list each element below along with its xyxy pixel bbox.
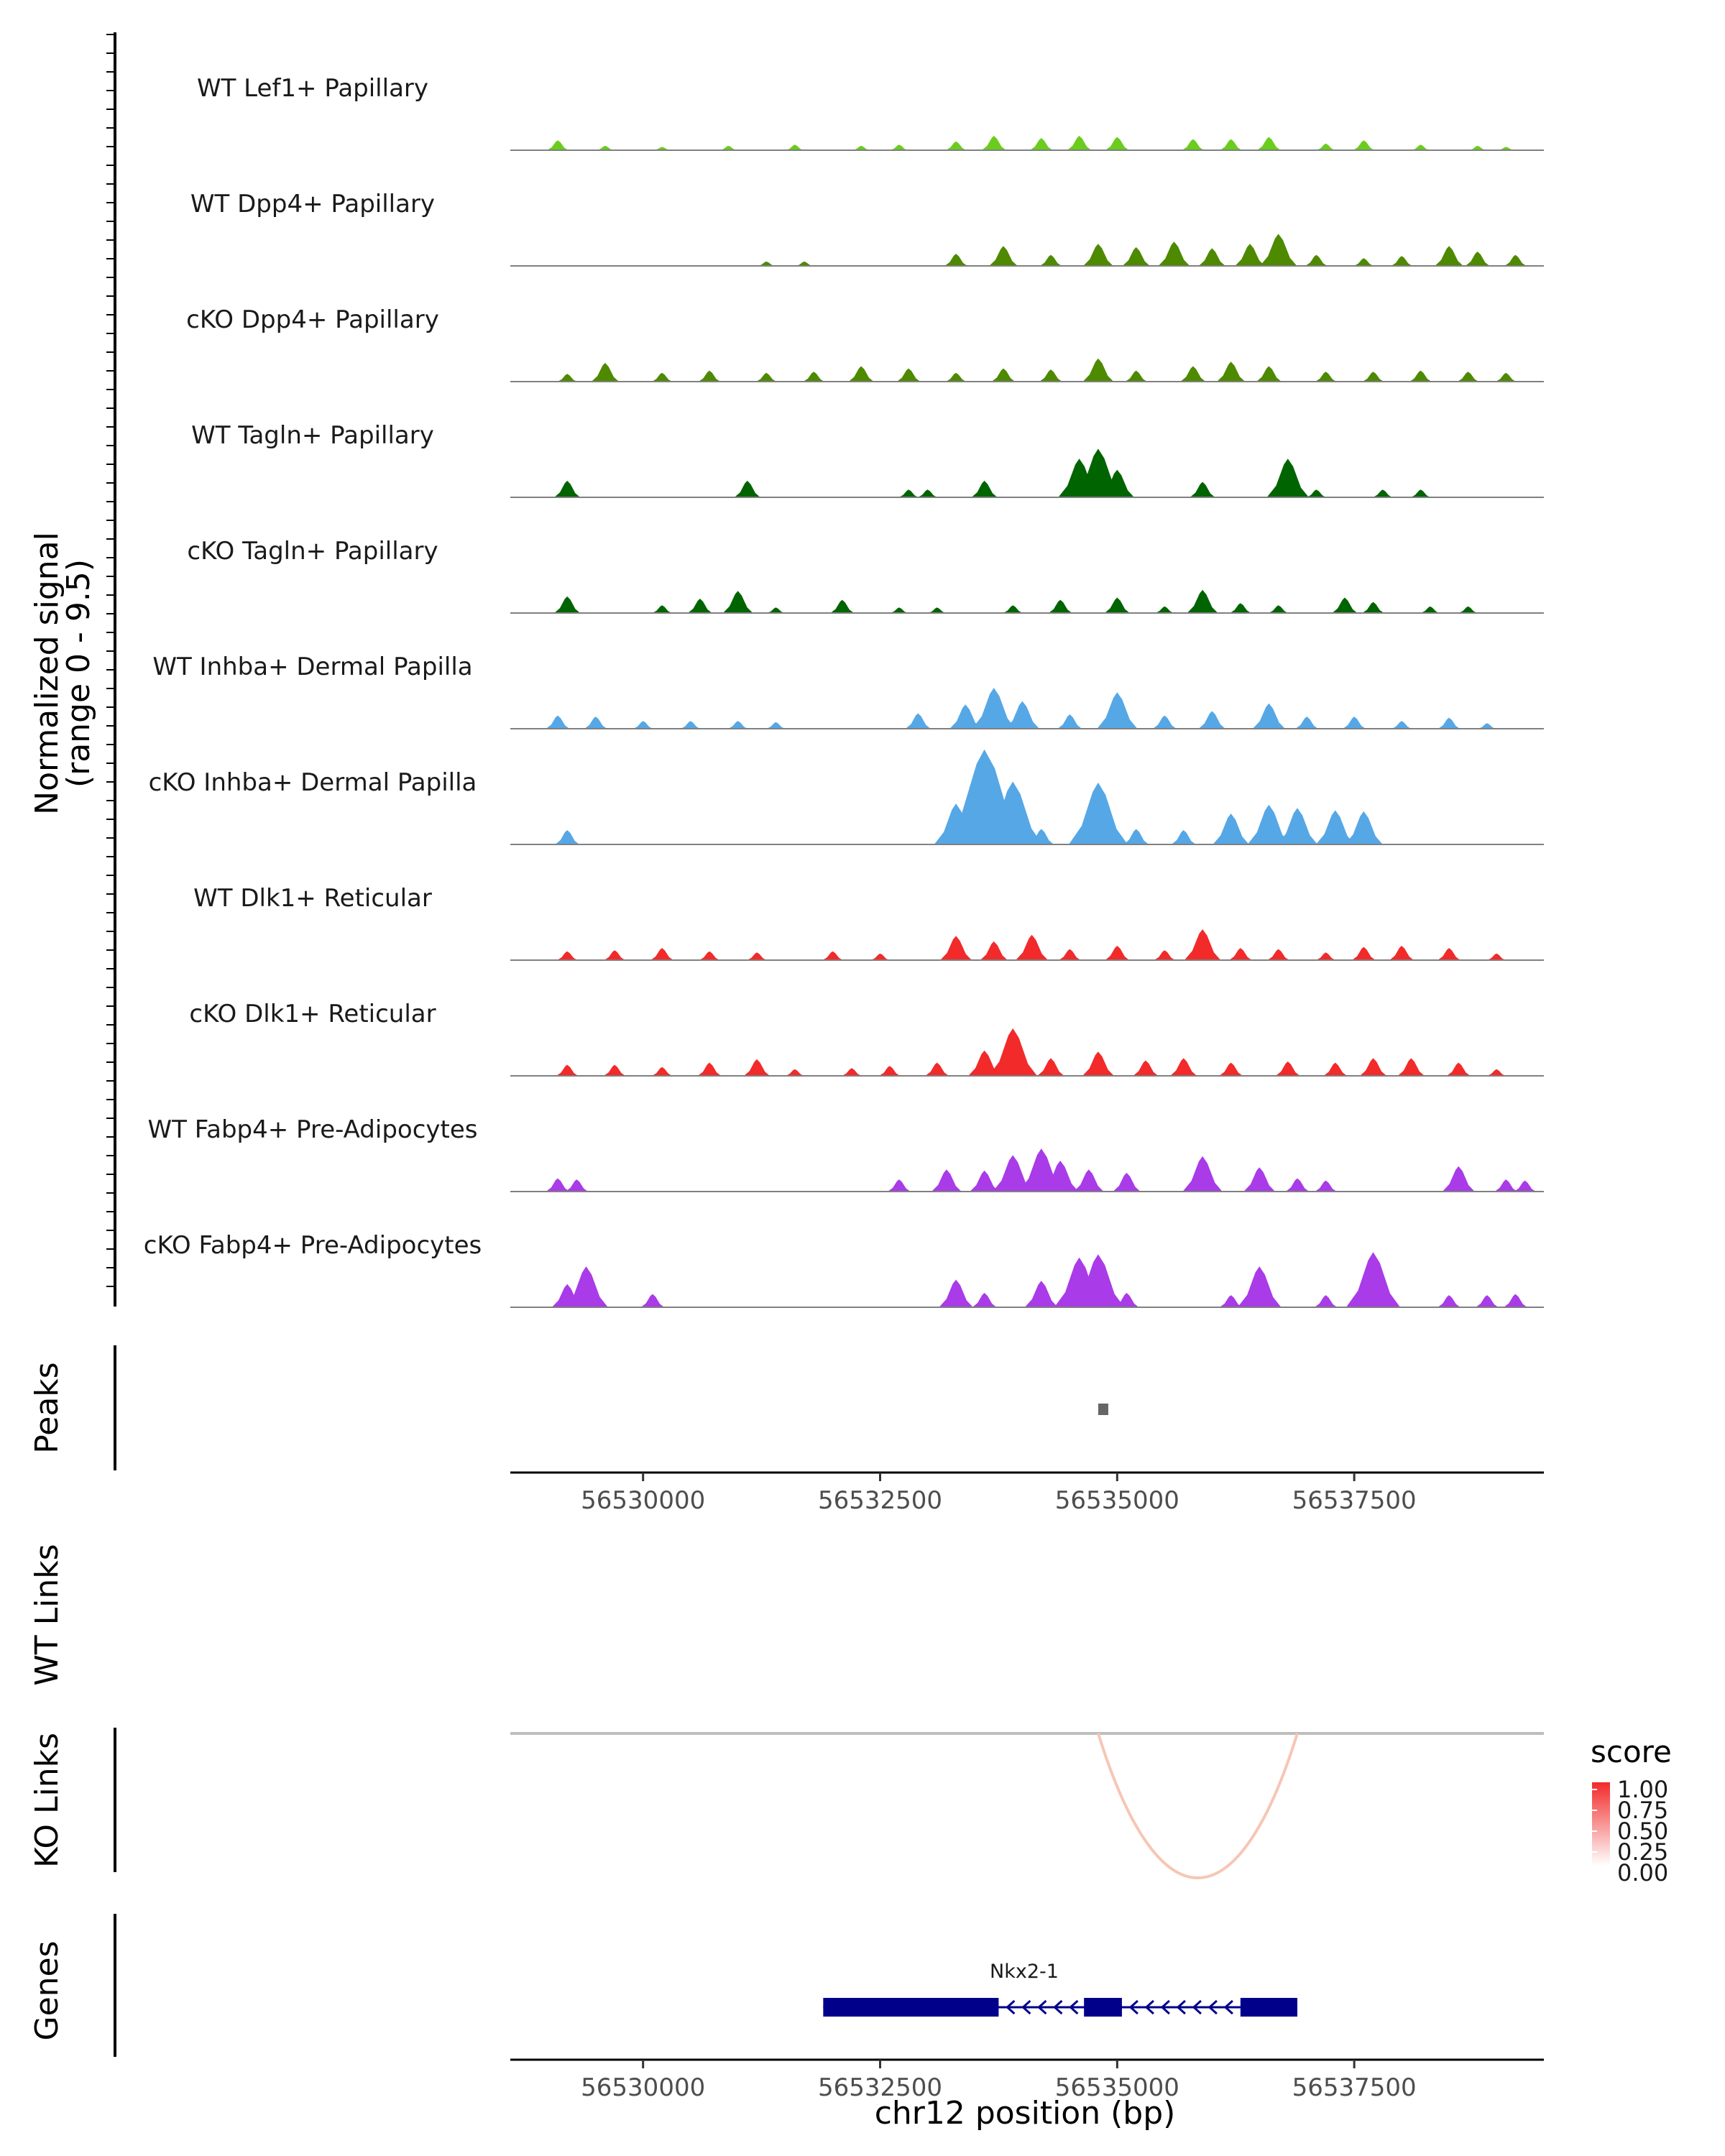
coverage-track: WT Fabp4+ Pre-Adipocytes (148, 1115, 1544, 1192)
score-legend: score 1.000.750.500.250.00 (1591, 1734, 1672, 1886)
coverage-area (510, 1252, 1544, 1307)
coverage-track: WT Inhba+ Dermal Papilla (152, 653, 1544, 729)
coverage-area (510, 589, 1544, 613)
legend-label: 0.25 (1617, 1838, 1668, 1866)
track-label: cKO Inhba+ Dermal Papilla (149, 768, 477, 797)
strand-arrow (1053, 1999, 1063, 2015)
x-axis-title: chr12 position (bp) (875, 2095, 1176, 2132)
coverage-track: WT Dlk1+ Reticular (193, 884, 1544, 961)
gene-exon (823, 1998, 999, 2017)
ko-link-arc (1097, 1733, 1299, 1879)
x-tick-label: 56532500 (818, 2073, 942, 2102)
coverage-area (510, 1028, 1544, 1076)
x-tick-label: 56535000 (1055, 2073, 1179, 2102)
track-label: cKO Dlk1+ Reticular (189, 1000, 436, 1028)
genes-panel (823, 1998, 1297, 2017)
strand-arrow (1069, 1999, 1079, 2015)
coverage-track: WT Lef1+ Papillary (197, 74, 1544, 151)
track-label: cKO Tagln+ Papillary (187, 537, 438, 566)
strand-arrow (1208, 1999, 1218, 2015)
x-tick-label: 56537500 (1292, 1486, 1417, 1515)
legend-title: score (1591, 1734, 1672, 1769)
track-label: WT Fabp4+ Pre-Adipocytes (148, 1115, 478, 1144)
coverage-tracks: WT Lef1+ Papillary WT Dpp4+ Papillary cKO … (144, 74, 1544, 1308)
peak-region (1098, 1404, 1108, 1415)
strand-arrow (1160, 1999, 1170, 2015)
track-label: WT Lef1+ Papillary (197, 74, 428, 103)
track-label: cKO Dpp4+ Papillary (186, 305, 439, 334)
coverage-track: cKO Dpp4+ Papillary (186, 305, 1544, 382)
genes-panel-label: Genes (29, 1940, 65, 2040)
y-axis-title-line1: Normalized signal (29, 532, 65, 815)
legend-labels: 1.000.750.500.250.00 (1592, 1776, 1668, 1886)
track-label: cKO Fabp4+ Pre-Adipocytes (144, 1231, 482, 1260)
coverage-track: cKO Tagln+ Papillary (187, 537, 1544, 614)
coverage-area (510, 358, 1544, 382)
wt-links-panel-label: WT Links (29, 1544, 65, 1685)
peaks-panel (1098, 1404, 1108, 1415)
strand-arrow (1223, 1999, 1233, 2015)
x-tick-label: 56537500 (1292, 2073, 1417, 2102)
legend-colorbar (1592, 1782, 1610, 1866)
x-tick-label: 56530000 (581, 1486, 705, 1515)
coverage-area (510, 688, 1544, 729)
strand-arrow (1176, 1999, 1186, 2015)
coverage-track: WT Dpp4+ Papillary (190, 190, 1544, 267)
track-label: WT Dpp4+ Papillary (190, 190, 435, 218)
coverage-track: cKO Dlk1+ Reticular (189, 1000, 1544, 1077)
strand-arrow (1037, 1999, 1047, 2015)
coverage-area (510, 448, 1544, 497)
coverage-area (510, 234, 1544, 266)
coverage-area (510, 929, 1544, 960)
strand-arrow (1192, 1999, 1202, 2015)
track-label: WT Inhba+ Dermal Papilla (152, 653, 472, 681)
gene-exon (1240, 1998, 1297, 2017)
x-tick-label: 56532500 (818, 1486, 942, 1515)
ko-links-panel-label: KO Links (29, 1733, 65, 1868)
coverage-area (510, 136, 1544, 150)
legend-label: 0.75 (1617, 1797, 1668, 1824)
strand-arrow (1128, 1999, 1138, 2015)
coverage-track: cKO Fabp4+ Pre-Adipocytes (144, 1231, 1544, 1308)
x-tick-label: 56530000 (581, 2073, 705, 2102)
coverage-track: WT Tagln+ Papillary (191, 421, 1544, 498)
coverage-area (510, 749, 1544, 844)
track-label: WT Dlk1+ Reticular (193, 884, 432, 913)
coverage-y-axis-ticks (106, 34, 115, 1287)
x-tick-label: 56535000 (1055, 1486, 1179, 1515)
strand-arrow (1006, 1999, 1016, 2015)
gene-exon (1084, 1998, 1122, 2017)
ko-links-panel (510, 1732, 1544, 1879)
coverage-area (510, 1148, 1544, 1192)
strand-arrow (1021, 1999, 1031, 2015)
strand-arrow (1144, 1999, 1154, 2015)
coverage-track: cKO Inhba+ Dermal Papilla (149, 749, 1544, 845)
gene-name-label: Nkx2-1 (990, 1961, 1059, 1983)
peaks-panel-label: Peaks (29, 1362, 65, 1453)
y-axis-title-line2: (range 0 - 9.5) (60, 559, 97, 788)
legend-label: 0.50 (1617, 1818, 1668, 1845)
genes-x-axis: 56530000 56532500 56535000 56537500 (581, 2060, 1417, 2102)
track-label: WT Tagln+ Papillary (191, 421, 434, 450)
legend-label: 1.00 (1617, 1776, 1668, 1803)
legend-label: 0.00 (1617, 1859, 1668, 1886)
peaks-x-axis: 56530000 56532500 56535000 56537500 (581, 1473, 1417, 1515)
